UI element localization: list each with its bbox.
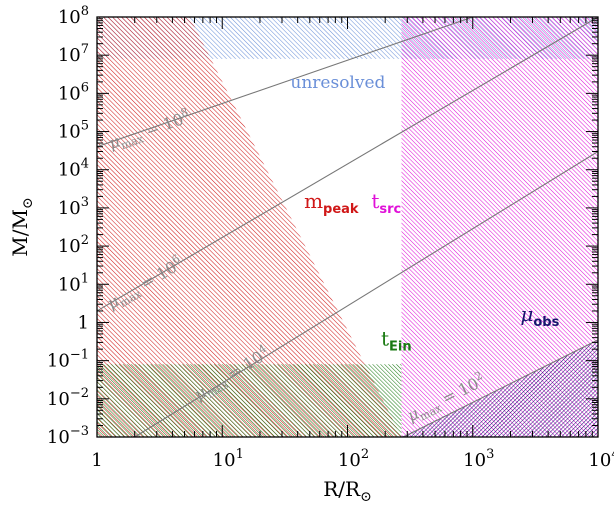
line-mu-1e6 xyxy=(97,17,598,312)
tick-label: 103 xyxy=(463,447,494,471)
tick-label: 10−2 xyxy=(47,386,89,410)
label-m_peak: mpeak xyxy=(304,189,359,217)
tick-label: 10−3 xyxy=(47,424,89,448)
tick-label: 105 xyxy=(58,119,89,143)
tick-label: 101 xyxy=(213,447,244,471)
tick-label: 102 xyxy=(58,233,89,257)
label-unresolved: unresolved xyxy=(290,73,385,93)
tick-label: 106 xyxy=(58,80,89,104)
label-mu_obs: μobs xyxy=(520,302,559,330)
ticks-layer: 1 101 102 103 104 10−3 10−2 10−1 1 101 102 103 104 10… xyxy=(47,4,614,471)
tick-label: 103 xyxy=(58,195,89,219)
line-mu-1e8 xyxy=(97,17,473,148)
region-m_peak xyxy=(97,17,402,437)
tick-label: 1 xyxy=(78,312,89,333)
line-mu-1e4 xyxy=(134,151,598,437)
y-axis-label: M/M⊙ xyxy=(8,197,36,256)
region-t_src xyxy=(401,17,598,437)
label-t_src: tsrc xyxy=(371,189,401,217)
tick-label: 108 xyxy=(58,4,89,28)
tick-label: 104 xyxy=(58,157,89,181)
x-axis-label: R/R⊙ xyxy=(323,477,372,505)
tick-label: 1 xyxy=(91,450,102,471)
tick-label: 102 xyxy=(338,447,369,471)
tick-label: 104 xyxy=(588,447,614,471)
line-mu-1e2 xyxy=(403,339,598,437)
axis-labels: R/R⊙ M/M⊙ xyxy=(8,197,372,505)
tick-label: 10−1 xyxy=(47,348,89,372)
tick-label: 107 xyxy=(58,42,89,66)
label-t_Ein: tEin xyxy=(381,326,412,354)
tick-label: 101 xyxy=(58,271,89,295)
regions-layer xyxy=(97,17,598,437)
lines-layer xyxy=(97,17,598,437)
region-t_Ein xyxy=(97,364,402,437)
